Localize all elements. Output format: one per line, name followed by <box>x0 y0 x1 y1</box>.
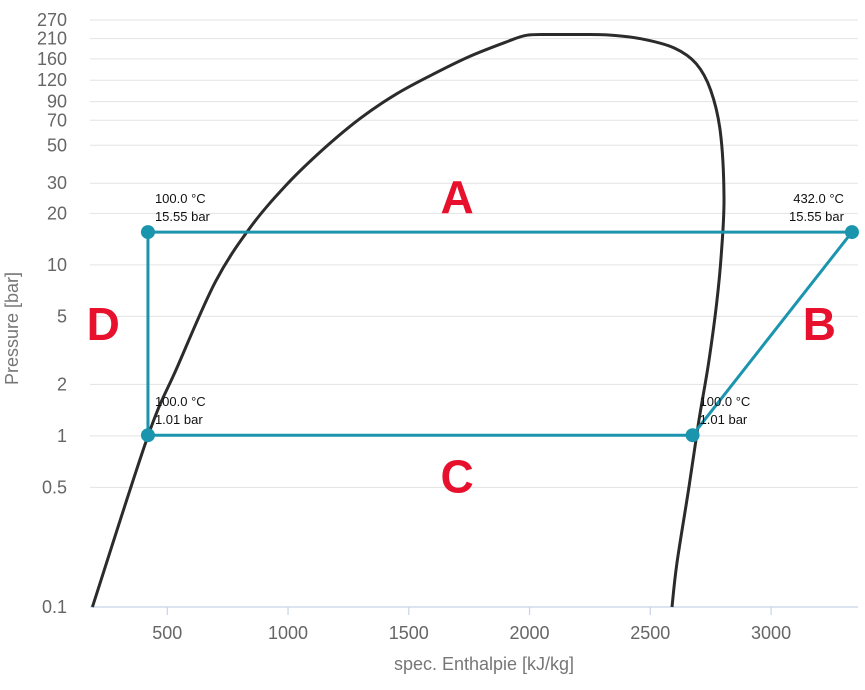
point-label-pressure: 1.01 bar <box>155 412 203 427</box>
region-label: D <box>87 298 120 350</box>
y-tick-label: 0.5 <box>42 477 67 497</box>
point-labels: 100.0 °C 15.55 bar 432.0 °C 15.55 bar 100.0 … <box>155 191 845 427</box>
y-axis-label: Pressure [bar] <box>2 272 22 385</box>
x-tick-label: 500 <box>152 623 182 643</box>
x-tick-label: 2500 <box>630 623 670 643</box>
point-label-temperature: 100.0 °C <box>155 191 206 206</box>
y-tick-label: 70 <box>47 110 67 130</box>
x-tick-label: 2000 <box>510 623 550 643</box>
region-labels: A B C D <box>87 171 836 503</box>
saturation-dome <box>90 32 726 608</box>
cycle-segment <box>691 231 854 437</box>
cycle-point <box>844 225 859 240</box>
point-label-pressure: 15.55 bar <box>789 209 845 224</box>
cycle-lines <box>146 230 854 437</box>
point-label-pressure: 15.55 bar <box>155 209 211 224</box>
x-tick-label: 3000 <box>751 623 791 643</box>
y-tick-label: 30 <box>47 173 67 193</box>
cycle-point <box>140 225 155 240</box>
saturation-dome-curve <box>90 32 726 608</box>
point-label-temperature: 100.0 °C <box>155 394 206 409</box>
point-label-temperature: 100.0 °C <box>700 394 751 409</box>
y-tick-label: 1 <box>57 426 67 446</box>
y-tick-label: 160 <box>37 49 67 69</box>
cycle-point <box>685 428 700 443</box>
x-tick-label: 1500 <box>389 623 429 643</box>
region-label: A <box>440 171 473 223</box>
y-tick-label: 2 <box>57 374 67 394</box>
y-tick-label: 90 <box>47 92 67 112</box>
cycle-point <box>140 428 155 443</box>
point-label-pressure: 1.01 bar <box>700 412 748 427</box>
y-tick-label: 20 <box>47 203 67 223</box>
region-label: C <box>440 450 473 502</box>
y-tick-label: 270 <box>37 10 67 30</box>
y-tick-label: 120 <box>37 70 67 90</box>
x-axis-label: spec. Enthalpie [kJ/kg] <box>394 654 574 674</box>
cycle-points <box>140 225 859 443</box>
region-label: B <box>803 298 836 350</box>
y-tick-label: 10 <box>47 255 67 275</box>
y-tick-label: 0.1 <box>42 597 67 617</box>
y-tick-label: 50 <box>47 135 67 155</box>
grid-lines <box>90 19 858 488</box>
x-tick-label: 1000 <box>268 623 308 643</box>
y-tick-label: 210 <box>37 29 67 49</box>
y-tick-label: 5 <box>57 306 67 326</box>
point-label-temperature: 432.0 °C <box>793 191 844 206</box>
